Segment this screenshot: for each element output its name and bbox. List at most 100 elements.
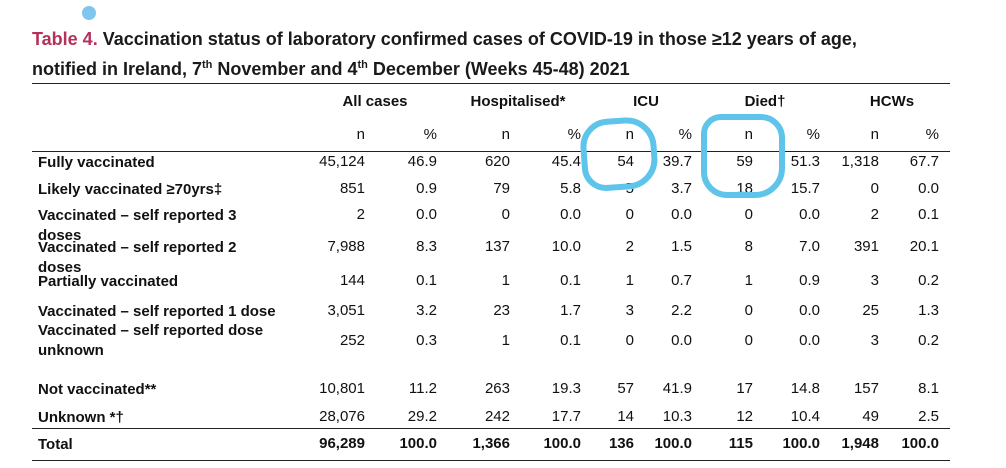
table-cell: 1.5 [671,238,692,255]
table-cell: 0.2 [918,332,939,349]
table-cell: 14.8 [790,380,820,397]
table-cell: 10,801 [319,380,365,397]
table-title: Table 4. Vaccination status of laborator… [32,29,857,79]
table-cell: 45,124 [319,153,365,170]
column-subheader: n [870,126,879,143]
total-cell: 100.0 [543,435,581,452]
column-subheader: % [925,126,939,143]
table-cell: 0.2 [918,272,939,289]
total-cell: 96,289 [319,435,365,452]
table-cell: 10.3 [662,408,692,425]
column-subheader: % [806,126,820,143]
table-cell: 1.7 [560,302,581,319]
table-cell: 46.9 [407,153,437,170]
table-cell: 0.3 [416,332,437,349]
table-cell: 5 [625,180,634,197]
column-subheader: % [423,126,437,143]
table-cell: 3,051 [327,302,365,319]
died-annotation-circle [701,114,785,198]
total-label: Total [38,436,73,453]
table-cell: 8 [744,238,753,255]
table-cell: 0 [744,332,753,349]
table-cell: 2.5 [918,408,939,425]
table-cell: 29.2 [407,408,437,425]
table-cell: 14 [617,408,634,425]
table-cell: 0.0 [799,206,820,223]
table-cell: 19.3 [551,380,581,397]
table-cell: 1.3 [918,302,939,319]
table-cell: 7,988 [327,238,365,255]
table-cell: 0.1 [560,332,581,349]
table-cell: 67.7 [909,153,939,170]
column-subheader: n [501,126,510,143]
column-subheader: % [567,126,581,143]
table-cell: 2 [625,238,634,255]
column-subheader: n [356,126,365,143]
table-cell: 0 [870,180,879,197]
table-cell: 0.1 [416,272,437,289]
table-cell: 1 [501,272,510,289]
column-subheader: % [678,126,692,143]
table-cell: 0.1 [918,206,939,223]
column-group-header: Hospitalised* [470,93,566,110]
header-rule [32,151,950,152]
icu-annotation-circle [578,115,660,193]
table-cell: 252 [339,332,365,349]
total-cell: 136 [608,435,634,452]
total-cell: 100.0 [399,435,437,452]
table-cell: 0.7 [671,272,692,289]
table-cell: 8.1 [918,380,939,397]
table-cell: 0 [744,302,753,319]
table-cell: 0.0 [416,206,437,223]
row-label: Vaccinated – self reported dose unknown [38,322,264,359]
table-cell: 0.0 [671,332,692,349]
column-group-header: Died† [744,93,786,110]
table-cell: 51.3 [790,153,820,170]
table-cell: 59 [736,153,753,170]
table-cell: 0 [625,332,634,349]
marker-dot [82,6,96,20]
table-cell: 2 [356,206,365,223]
total-cell: 100.0 [654,435,692,452]
table-cell: 2.2 [671,302,692,319]
row-label: Vaccinated – self reported 3 doses [38,207,237,244]
table-cell: 0.0 [560,206,581,223]
table-cell: 8.3 [416,238,437,255]
top-rule [32,83,950,84]
table-cell: 7.0 [799,238,820,255]
column-group-header: HCWs [869,93,915,110]
table-cell: 12 [736,408,753,425]
table-cell: 157 [853,380,879,397]
total-cell: 1,366 [472,435,510,452]
table-cell: 0.0 [799,302,820,319]
table-cell: 10.0 [551,238,581,255]
table-cell: 1 [625,272,634,289]
table-cell: 45.4 [551,153,581,170]
table-cell: 0.9 [799,272,820,289]
table-cell: 1,318 [841,153,879,170]
column-group-header: All cases [342,93,408,110]
table-cell: 263 [484,380,510,397]
table-cell: 28,076 [319,408,365,425]
table-cell: 0.9 [416,180,437,197]
table-cell: 49 [862,408,879,425]
table-cell: 3 [870,272,879,289]
table-cell: 137 [484,238,510,255]
total-cell: 115 [728,435,753,452]
table-cell: 10.4 [790,408,820,425]
total-cell: 1,948 [841,435,879,452]
total-cell: 100.0 [782,435,820,452]
table-cell: 1 [501,332,510,349]
total-rule [32,428,950,429]
table-cell: 144 [339,272,365,289]
table-cell: 0.1 [560,272,581,289]
table-cell: 3.2 [416,302,437,319]
column-subheader: n [625,126,634,143]
table-cell: 0 [501,206,510,223]
table-cell: 54 [617,153,634,170]
table-cell: 0 [625,206,634,223]
table-cell: 15.7 [790,180,820,197]
row-label: Unknown *† [38,409,124,426]
table-cell: 5.8 [560,180,581,197]
total-cell: 100.0 [901,435,939,452]
